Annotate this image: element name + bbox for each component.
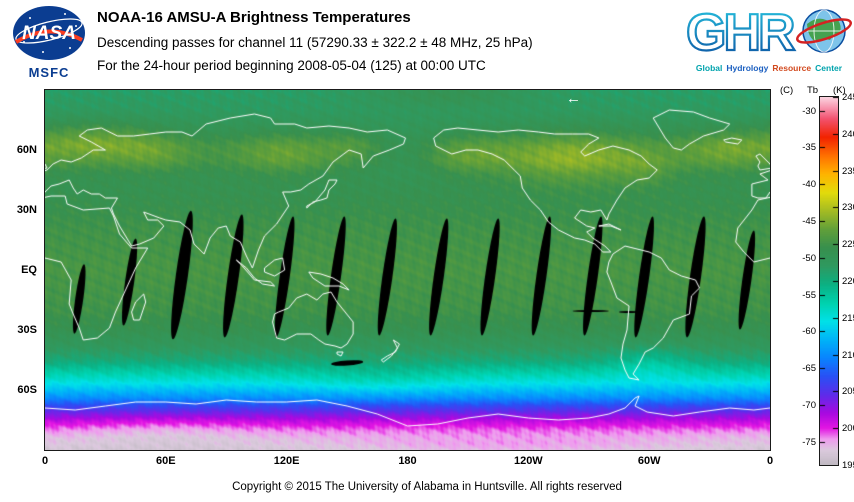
x-axis-label: 0: [41, 455, 49, 467]
y-axis-label: 30N: [16, 204, 37, 216]
y-axis-label: 30S: [17, 324, 37, 336]
colorbar-celsius-unit: (C): [780, 85, 794, 96]
x-axis-label: 180: [398, 455, 417, 467]
colorbar-celsius-label: -45: [802, 216, 816, 228]
nasa-msfc-label: MSFC: [28, 65, 70, 80]
ghrc-logo: GHR Global Hydrology Resource Center: [685, 3, 852, 73]
y-axis-label: 60N: [16, 144, 37, 156]
nasa-logo: NASA MSFC: [10, 4, 88, 80]
y-axis-label: 60S: [17, 384, 37, 396]
y-axis-label: EQ: [21, 264, 37, 276]
ghrc-tagline-word: Center: [815, 63, 843, 73]
x-axis-label: 60W: [637, 455, 661, 467]
colorbar-title: Tb: [807, 85, 819, 96]
colorbar-kelvin-unit: (K): [833, 85, 846, 96]
nasa-insignia-icon: NASA: [13, 6, 85, 60]
subtitle-channel: Descending passes for channel 11 (57290.…: [97, 35, 533, 50]
ghrc-tagline-word: Global: [695, 63, 723, 73]
ghrc-tagline-word: Resource: [772, 63, 812, 73]
x-axis-label: 0: [766, 455, 774, 467]
x-axis-label: 60E: [156, 455, 176, 467]
x-axis-label: 120E: [273, 455, 300, 467]
subtitle-period: For the 24-hour period beginning 2008-05…: [97, 58, 486, 73]
page-title: NOAA-16 AMSU-A Brightness Temperatures: [97, 9, 411, 26]
x-axis-label: 120W: [513, 455, 543, 467]
ghrc-wordmark: GHR: [686, 5, 795, 57]
colorbar-kelvin-labels: 245 240 235 230 225 220 215 210 205 200 195: [842, 92, 854, 471]
colorbar-kelvin-label: 245: [842, 92, 854, 103]
colorbar-celsius-label: -60: [802, 326, 816, 338]
colorbar-celsius-label: -75: [802, 436, 816, 448]
colorbar-celsius-label: -70: [802, 400, 816, 412]
colorbar-kelvin-label: 220: [842, 276, 854, 287]
colorbar-kelvin-label: 230: [842, 202, 854, 214]
colorbar-celsius-labels: -30 -35 -40 -45 -50 -55 -60 -65 -70 -75: [770, 97, 816, 465]
colorbar-celsius-label: -35: [802, 142, 816, 154]
ghrc-wordmark-graphic: GHR: [685, 3, 852, 63]
colorbar-celsius-label: -30: [802, 105, 816, 117]
x-axis: 0 60E 120E 180 120W 60W 0: [42, 455, 773, 469]
colorbar-kelvin-label: 210: [842, 349, 854, 361]
ghrc-tagline-word: Hydrology: [726, 63, 769, 73]
colorbar-kelvin-label: 240: [842, 128, 854, 140]
brightness-temperature-map: [44, 89, 771, 451]
colorbar-celsius-label: -40: [802, 179, 816, 191]
colorbar-celsius-label: -55: [802, 289, 816, 301]
colorbar-kelvin-label: 200: [842, 423, 854, 435]
ghrc-tagline: Global Hydrology Resource Center: [686, 63, 852, 73]
colorbar-kelvin-label: 215: [842, 312, 854, 324]
colorbar-kelvin-label: 235: [842, 165, 854, 177]
colorbar: [819, 96, 839, 466]
colorbar-kelvin-label: 205: [842, 386, 854, 398]
scan-direction-arrow-icon: ←: [566, 90, 581, 107]
nasa-wordmark: NASA: [22, 23, 76, 44]
copyright-notice: Copyright © 2015 The University of Alaba…: [232, 481, 622, 493]
title-block: NOAA-16 AMSU-A Brightness Temperatures D…: [97, 9, 533, 81]
colorbar-celsius-label: -65: [802, 363, 816, 375]
colorbar-kelvin-label: 225: [842, 239, 854, 251]
y-axis: 60N 30N EQ 30S 60S: [0, 90, 40, 450]
colorbar-kelvin-label: 195: [842, 460, 854, 471]
ghrc-globe-icon: [796, 9, 852, 53]
colorbar-celsius-label: -50: [802, 252, 816, 264]
